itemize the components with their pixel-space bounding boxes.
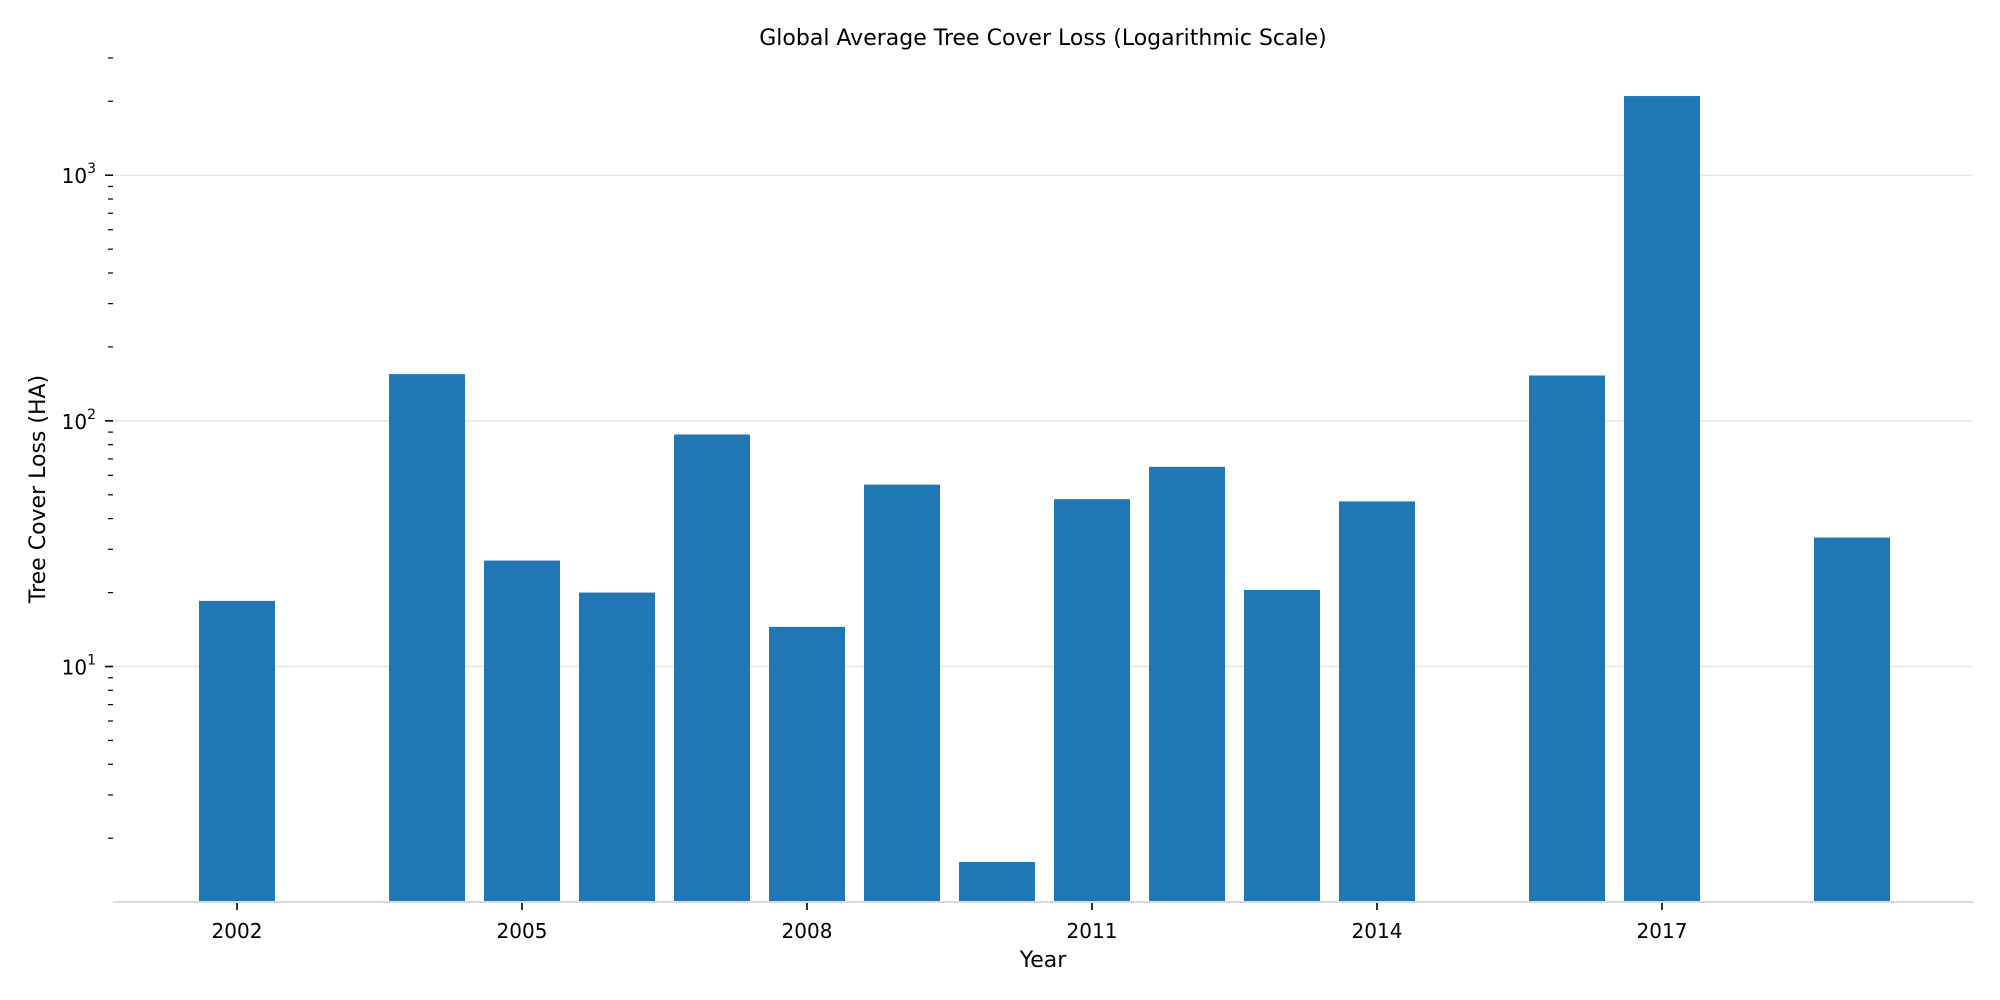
bar-2006 — [579, 592, 655, 902]
y-axis-ticks: 101 102 103 — [62, 57, 113, 839]
x-tick-label: 2014 — [1352, 919, 1403, 943]
bar-2017 — [1624, 96, 1700, 903]
bar-2005 — [484, 560, 560, 902]
y-axis-label: Tree Cover Loss (HA) — [26, 375, 51, 604]
y-tick-label: 103 — [62, 161, 96, 188]
y-tick-label: 102 — [62, 407, 96, 434]
x-tick-label: 2005 — [497, 919, 548, 943]
x-tick-label: 2002 — [212, 919, 263, 943]
bars — [199, 96, 1890, 903]
bar-2016 — [1529, 375, 1605, 903]
x-tick-label: 2017 — [1637, 919, 1688, 943]
bar-2014 — [1339, 501, 1415, 902]
y-tick-label: 101 — [62, 653, 96, 680]
chart-title: Global Average Tree Cover Loss (Logarith… — [759, 26, 1327, 51]
bar-2012 — [1149, 466, 1225, 902]
x-tick-label: 2008 — [782, 919, 833, 943]
x-axis-label: Year — [1019, 948, 1068, 973]
x-axis-ticks: 2002 2005 2008 2011 2014 2017 — [212, 902, 1688, 943]
bar-2019 — [1814, 537, 1890, 902]
bar-2002 — [199, 600, 275, 902]
bar-2010 — [959, 862, 1035, 902]
bar-2011 — [1054, 499, 1130, 902]
bar-2008 — [769, 626, 845, 902]
bar-2004 — [389, 374, 465, 902]
bar-2009 — [864, 484, 940, 902]
bar-2007 — [674, 434, 750, 902]
x-tick-label: 2011 — [1067, 919, 1118, 943]
bar-2013 — [1244, 589, 1320, 902]
